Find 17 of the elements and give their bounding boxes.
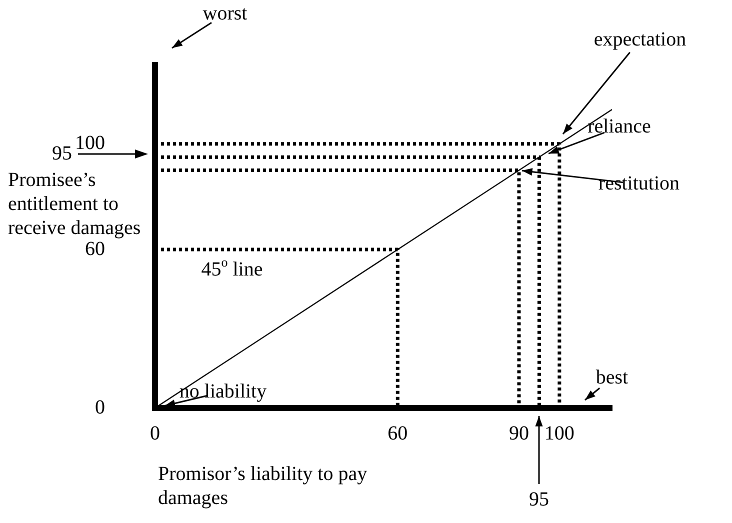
x-tick-label: 100 — [544, 422, 574, 444]
x-tick-label: 60 — [388, 422, 408, 444]
y-tick-label: 0 — [95, 396, 105, 418]
y-tick-label: 100 — [75, 132, 105, 154]
text: 95 — [529, 488, 549, 510]
text: 95 — [52, 142, 72, 164]
x-tick-label: 90 — [508, 422, 529, 444]
y-tick-label: 60 — [85, 238, 105, 260]
text: expectation — [594, 28, 686, 50]
annotation: best — [596, 366, 629, 388]
text: worst — [202, 2, 248, 24]
x-tick-label: 0 — [150, 422, 160, 444]
annotation: restitution — [598, 172, 680, 195]
x-axis-title: Promisor’s liability to pay damages — [158, 462, 368, 510]
y-axis-title: Promisee’s entitlement to receive damages — [8, 168, 142, 240]
annotation: reliance — [588, 115, 651, 138]
annotation: no liability — [179, 380, 267, 402]
